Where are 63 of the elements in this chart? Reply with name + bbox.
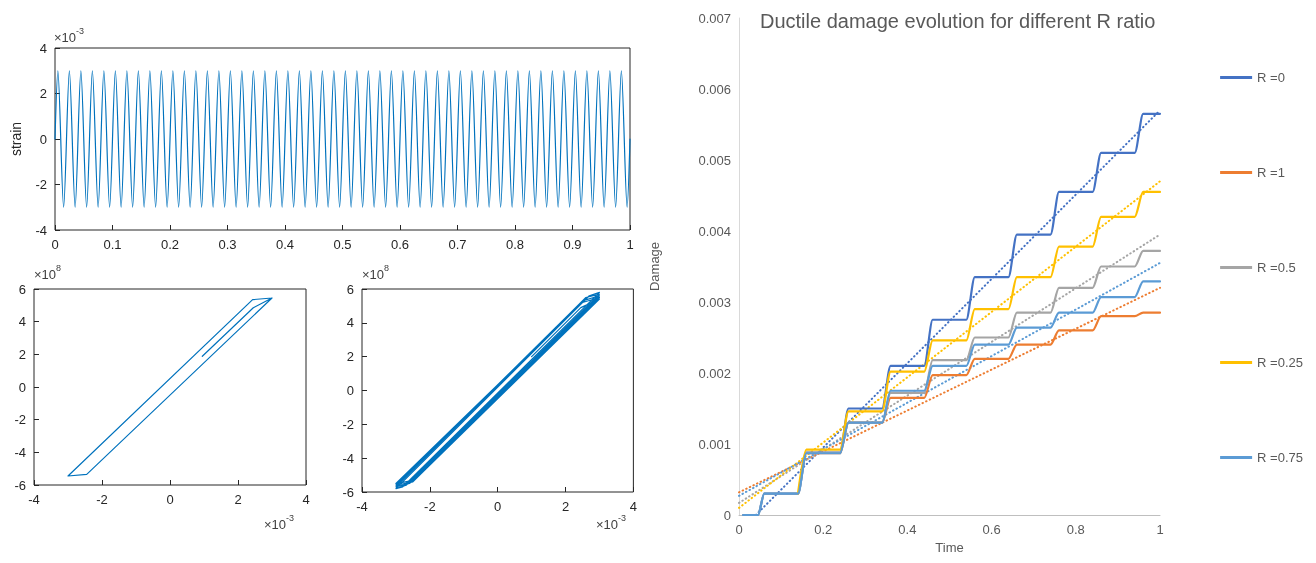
x-tick-label: 2 [561,499,570,514]
x-tick-label: 0.3 [218,237,237,252]
y-tick-label: 0 [346,383,354,398]
y-tick-label: 0.004 [698,223,731,239]
x-axis-title: Time [935,539,964,555]
y-tick-label: -2 [14,412,26,428]
x-tick-label: 2 [234,492,242,507]
line-series [395,291,601,490]
chart-title: Ductile damage evolution for different R ratio [760,10,1156,32]
y-tick-label: 2 [18,346,26,362]
y-tick-label: 0.007 [698,10,731,26]
x-tick-label: 4 [302,492,310,507]
x-tick-label: 1 [626,237,634,252]
y-tick-label: 0.005 [698,152,731,168]
x-tick-label: 0.1 [103,237,122,252]
y-tick-label: -6 [14,477,26,493]
x-tick-label: 0 [494,499,502,514]
x-tick-label: -4 [356,499,368,514]
x-tick-label: 4 [629,499,637,514]
y-tick-label: -4 [35,222,47,238]
y-tick-label: 6 [18,281,26,297]
y-tick-label: 4 [39,40,47,56]
legend-label: R =0.75 [1257,450,1304,465]
legend-label: R =1 [1257,165,1285,180]
y-axis-title: strain [8,121,24,157]
x-tick-label: 0.4 [275,237,295,252]
y-tick-label: 6 [346,281,354,297]
x-tick-label: 0.2 [814,522,833,537]
y-tick-label: 2 [39,86,47,101]
x-tick-label: 0.6 [390,237,410,252]
x-tick-label: 0.7 [448,237,467,252]
y-tick-label: 2 [346,349,354,365]
x-tick-label: 0.9 [563,237,582,252]
y-tick-label: -2 [342,416,354,432]
y-tick-label: 0.001 [698,436,731,452]
legend-label: R =0.5 [1257,260,1296,275]
x-tick-label: 1 [1156,522,1164,537]
x-tick-label: 0 [735,522,743,537]
y-tick-label: 0.003 [698,294,731,310]
x-tick-label: 0.6 [982,522,1001,537]
y-tick-label: 4 [18,314,26,330]
y-tick-label: 4 [346,315,354,331]
y-axis-title: Damage [647,241,662,292]
x-tick-label: 0.2 [160,237,180,252]
x-tick-label: -2 [96,492,108,507]
y-tick-label: -4 [342,450,354,466]
y-tick-label: 0.006 [698,81,731,97]
x-tick-label: -2 [424,499,436,514]
y-tick-label: -4 [14,444,26,460]
x-tick-label: 0 [166,492,174,507]
y-tick-label: -2 [35,177,47,192]
legend-label: R =0 [1257,70,1285,85]
y-tick-label: 0 [39,131,47,147]
y-tick-label: 0.002 [698,365,731,381]
x-tick-label: 0 [51,237,59,252]
x-tick-label: 0.5 [333,237,352,252]
legend-label: R =0.25 [1257,355,1304,370]
x-tick-label: 0.8 [1066,522,1085,537]
y-tick-label: 0 [18,379,26,395]
y-tick-label: -6 [342,484,354,500]
x-tick-label: 0.4 [898,522,917,537]
x-tick-label: 0.8 [505,237,525,252]
line-series [67,297,273,477]
